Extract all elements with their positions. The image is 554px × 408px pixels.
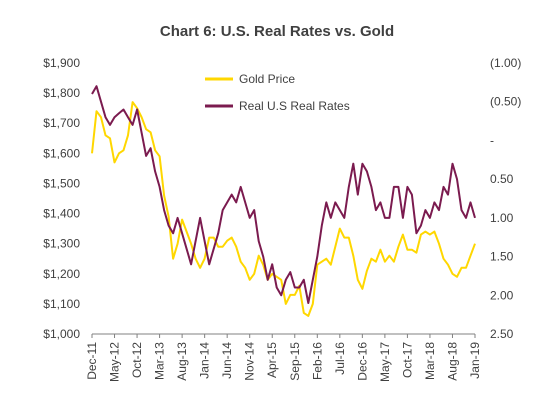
x-tick-label: Aug-13 [175, 342, 189, 381]
x-tick-label: Dec-11 [85, 342, 99, 380]
axis-layer: $1,000 $1,100 $1,200 $1,300 $1,400 $1,500 $1,6… [43, 56, 521, 382]
x-tick-label: Mar-18 [423, 342, 437, 380]
x-tick-label: May-17 [378, 342, 392, 382]
y-right-tick-label: 2.50 [490, 327, 514, 341]
x-tick-label: Jul-16 [333, 342, 347, 375]
x-tick-label: Oct-12 [130, 342, 144, 378]
x-tick-label: Mar-13 [153, 342, 167, 380]
legend: Gold Price Real U.S Real Rates [205, 72, 350, 113]
y-right-tick-label: (1.00) [490, 56, 521, 70]
y-right-tick-label: 2.00 [490, 288, 514, 302]
series-line-gold-price [91, 101, 476, 317]
y-left-tick-label: $1,800 [43, 86, 80, 100]
y-left-tick-label: $1,700 [43, 116, 80, 130]
y-right-tick-label: - [490, 133, 494, 147]
y-right-tick-label: 1.50 [490, 250, 514, 264]
x-tick-label: Feb-16 [310, 342, 324, 380]
y-left-tick-label: $1,300 [43, 237, 80, 251]
y-left-tick-label: $1,100 [43, 297, 80, 311]
y-left-tick-label: $1,500 [43, 176, 80, 190]
x-tick-label: Jan-19 [468, 342, 482, 379]
y-left-tick-label: $1,000 [43, 327, 80, 341]
y-right-tick-label: 1.00 [490, 211, 514, 225]
y-left-tick-label: $1,600 [43, 146, 80, 160]
x-tick-label: Aug-18 [445, 342, 459, 381]
y-left-tick-label: $1,200 [43, 267, 80, 281]
y-left-tick-label: $1,400 [43, 207, 80, 221]
y-right-tick-label: (0.50) [490, 95, 521, 109]
y-left-tick-label: $1,900 [43, 56, 80, 70]
x-tick-label: Jun-14 [220, 342, 234, 379]
legend-label-gold-price: Gold Price [239, 72, 295, 86]
legend-label-real-u-s-real-rates: Real U.S Real Rates [239, 99, 350, 113]
x-tick-label: Dec-16 [355, 342, 369, 381]
x-tick-label: Apr-15 [265, 342, 279, 378]
series-layer [91, 85, 476, 317]
y-right-tick-label: 0.50 [490, 172, 514, 186]
chart-title: Chart 6: U.S. Real Rates vs. Gold [160, 23, 394, 40]
x-tick-label: Jan-14 [198, 342, 212, 379]
series-line-real-u-s-real-rates [91, 85, 476, 304]
x-tick-label: Oct-17 [400, 342, 414, 378]
x-tick-label: May-12 [108, 342, 122, 382]
x-tick-label: Nov-14 [243, 342, 257, 381]
x-tick-label: Sep-15 [288, 342, 302, 381]
